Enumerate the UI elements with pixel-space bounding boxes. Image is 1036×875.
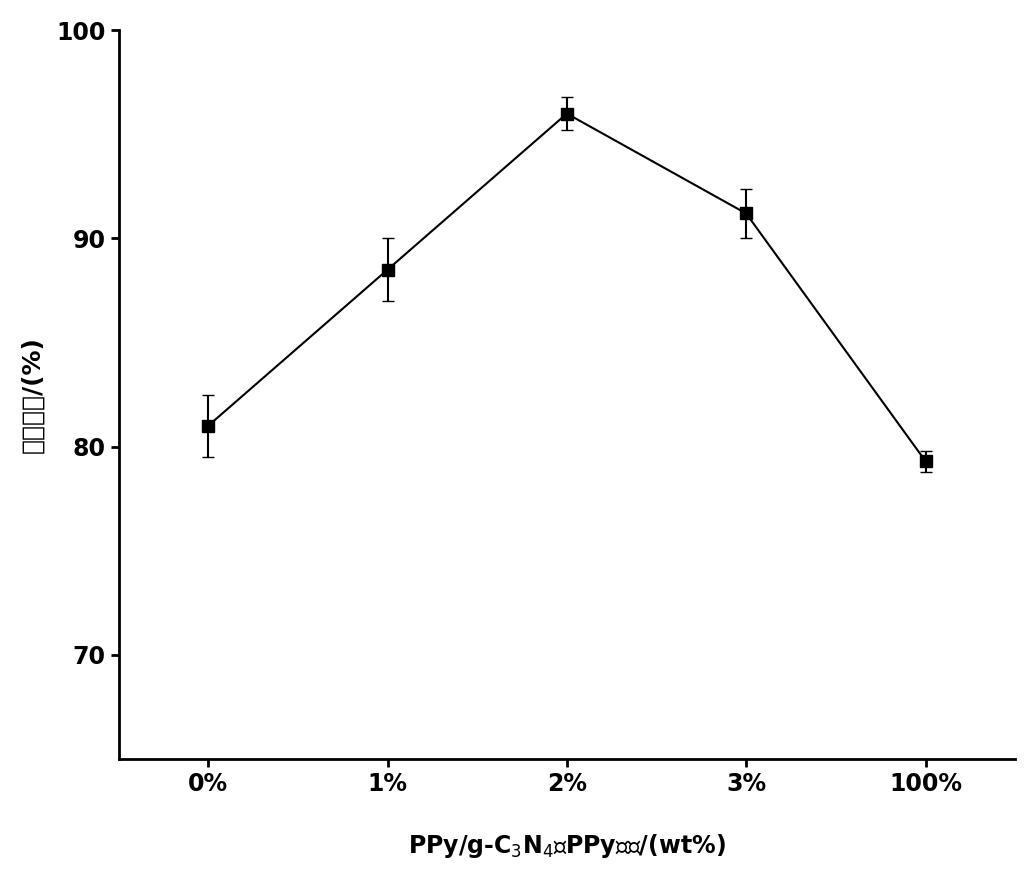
Text: PPy/g-C$_3$N$_4$中PPy含量/(wt%): PPy/g-C$_3$N$_4$中PPy含量/(wt%) [408, 831, 726, 859]
Y-axis label: 钆去除率/(%): 钆去除率/(%) [21, 336, 45, 453]
